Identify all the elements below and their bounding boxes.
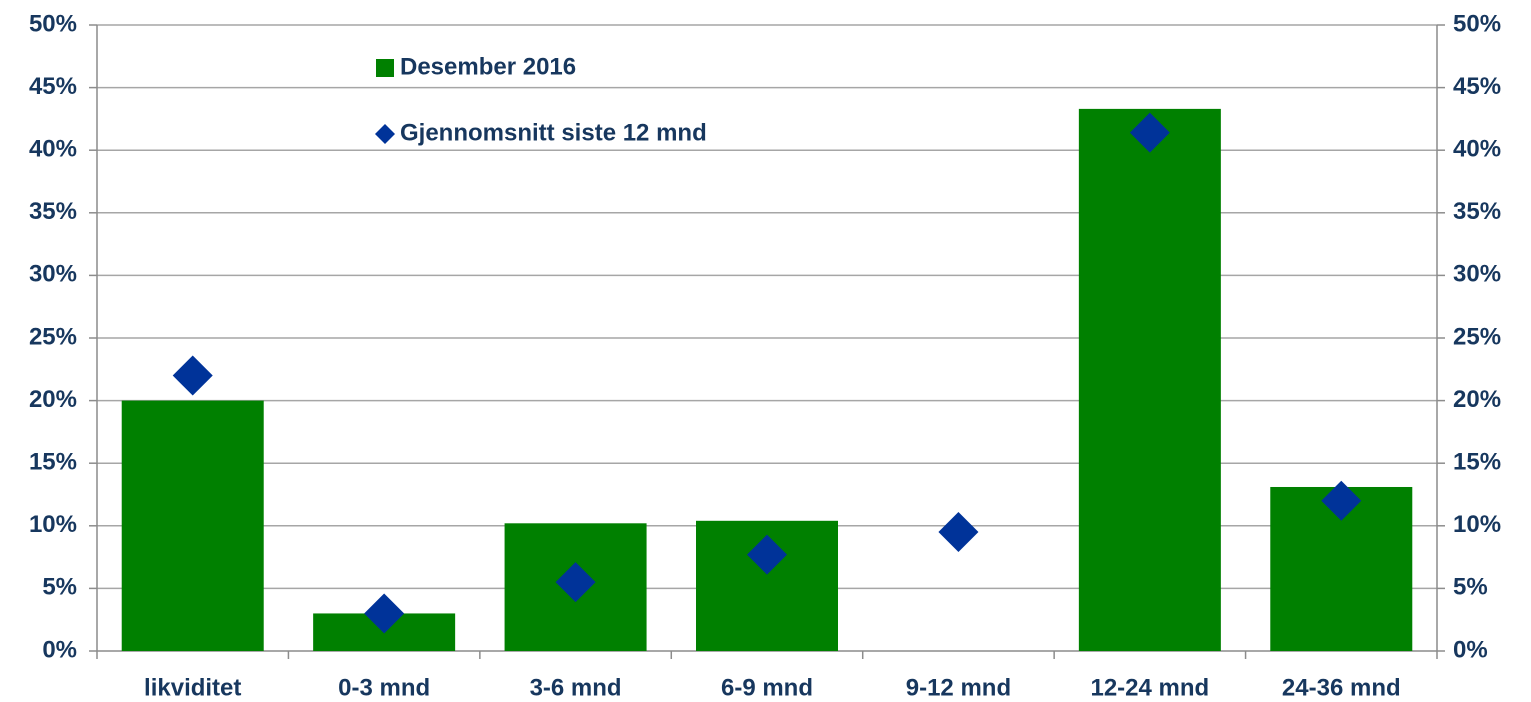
- y2-tick-label: 50%: [1453, 10, 1501, 37]
- y2-tick-label: 5%: [1453, 574, 1488, 601]
- y2-tick-label: 10%: [1453, 511, 1501, 538]
- y2-tick-label: 30%: [1453, 261, 1501, 288]
- legend-label: Gjennomsnitt siste 12 mnd: [400, 119, 707, 146]
- y-tick-label: 25%: [29, 323, 77, 350]
- y2-tick-label: 0%: [1453, 636, 1488, 663]
- x-tick-label: 12-24 mnd: [1090, 674, 1209, 701]
- y2-tick-label: 45%: [1453, 73, 1501, 100]
- legend-label: Desember 2016: [400, 53, 576, 80]
- y2-tick-label: 25%: [1453, 323, 1501, 350]
- diamond-marker: [747, 534, 787, 575]
- diamond-marker: [172, 355, 213, 396]
- y2-tick-label: 15%: [1453, 449, 1501, 476]
- y-tick-label: 20%: [29, 386, 77, 413]
- x-tick-label: 0-3 mnd: [338, 674, 430, 701]
- x-tick-label: likviditet: [144, 674, 241, 701]
- y-tick-label: 0%: [42, 636, 77, 663]
- y-tick-label: 40%: [29, 136, 77, 163]
- legend-swatch: [376, 59, 394, 77]
- x-tick-label: 3-6 mnd: [530, 674, 622, 701]
- x-tick-label: 6-9 mnd: [721, 674, 813, 701]
- y-tick-label: 50%: [29, 10, 77, 37]
- x-tick-label: 9-12 mnd: [906, 674, 1011, 701]
- y-tick-label: 5%: [42, 574, 77, 601]
- y-tick-label: 30%: [29, 261, 77, 288]
- y-tick-label: 35%: [29, 198, 77, 225]
- y-tick-label: 15%: [29, 449, 77, 476]
- diamond-marker: [364, 593, 405, 634]
- bar: [121, 400, 264, 651]
- y2-tick-label: 40%: [1453, 136, 1501, 163]
- x-tick-label: 24-36 mnd: [1282, 674, 1401, 701]
- bar: [1078, 108, 1221, 651]
- diamond-marker: [1321, 480, 1362, 521]
- y-tick-label: 10%: [29, 511, 77, 538]
- diamond-marker: [555, 562, 596, 603]
- diamond-marker: [938, 512, 979, 553]
- y2-tick-label: 35%: [1453, 198, 1501, 225]
- legend-swatch: [375, 124, 395, 144]
- diamond-marker: [1129, 112, 1170, 153]
- y-tick-label: 45%: [29, 73, 77, 100]
- y2-tick-label: 20%: [1453, 386, 1501, 413]
